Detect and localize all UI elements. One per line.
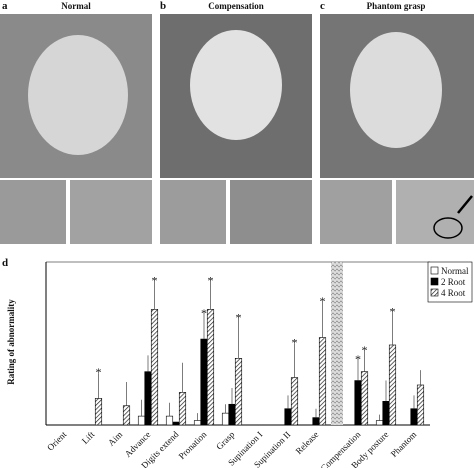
- panel-label: c: [320, 0, 325, 12]
- legend-swatch: [430, 288, 439, 297]
- bar: [416, 384, 425, 426]
- significance-mark: *: [355, 352, 361, 366]
- bar: [284, 408, 292, 426]
- bar: [137, 415, 146, 426]
- bar: [150, 309, 159, 426]
- x-tick-label: Orient: [45, 429, 69, 453]
- x-tick-label: Grasp: [214, 429, 237, 452]
- significance-mark: *: [320, 294, 326, 308]
- y-axis-label: Rating of abnormality: [6, 299, 16, 385]
- x-tick-label: Aim: [106, 429, 124, 447]
- significance-mark: *: [96, 365, 102, 379]
- circle-marker: [433, 217, 463, 239]
- arrow: [457, 195, 473, 214]
- legend-label: Normal: [441, 266, 469, 276]
- significance-mark: *: [390, 304, 396, 318]
- panel-title: Phantom grasp: [367, 1, 426, 11]
- panel-label: a: [2, 0, 8, 12]
- legend-label: 2 Root: [441, 277, 466, 287]
- bar: [144, 371, 152, 426]
- photo: [320, 180, 392, 244]
- axis-break: [331, 262, 343, 425]
- bar: [388, 344, 397, 426]
- photo: [28, 35, 128, 155]
- bar: [165, 415, 174, 426]
- legend-swatch: [430, 266, 439, 275]
- significance-mark: *: [362, 343, 368, 357]
- bar: [360, 371, 369, 426]
- legend-swatch: [430, 277, 439, 286]
- bar: [318, 337, 327, 426]
- photo: [350, 32, 442, 148]
- photo: [0, 180, 66, 244]
- bar: [228, 403, 236, 426]
- bar: [410, 408, 418, 426]
- photo: [160, 180, 226, 244]
- significance-mark: *: [236, 310, 242, 324]
- significance-mark: *: [201, 306, 207, 320]
- legend-label: 4 Root: [441, 288, 466, 298]
- panel-label: b: [160, 0, 166, 12]
- photos: [0, 14, 474, 244]
- significance-mark: *: [292, 336, 298, 350]
- bar: [94, 398, 103, 426]
- x-tick-label: Release: [294, 429, 321, 456]
- panel-title: Compensation: [208, 1, 264, 11]
- bar: [234, 358, 243, 426]
- bar: [206, 309, 215, 426]
- bar: [193, 420, 202, 426]
- x-tick-label: Pronation: [177, 429, 209, 461]
- significance-mark: *: [208, 273, 214, 287]
- bar: [290, 377, 299, 426]
- bar: [178, 392, 187, 426]
- significance-mark: *: [152, 273, 158, 287]
- photo: [190, 30, 282, 140]
- x-tick-label: Lift: [80, 429, 97, 446]
- bar: [375, 420, 384, 426]
- panel-title: Normal: [61, 1, 91, 11]
- photo: [396, 180, 474, 244]
- bar: [172, 421, 180, 426]
- photo: [70, 180, 152, 244]
- bar: [122, 405, 131, 426]
- bar: [221, 412, 230, 426]
- panel-label: d: [2, 257, 8, 269]
- bar: [382, 400, 390, 426]
- bar: [312, 417, 320, 426]
- bar: [200, 338, 208, 426]
- bar: [354, 380, 362, 426]
- x-tick-label: Phantom: [389, 429, 419, 459]
- photo: [230, 180, 312, 244]
